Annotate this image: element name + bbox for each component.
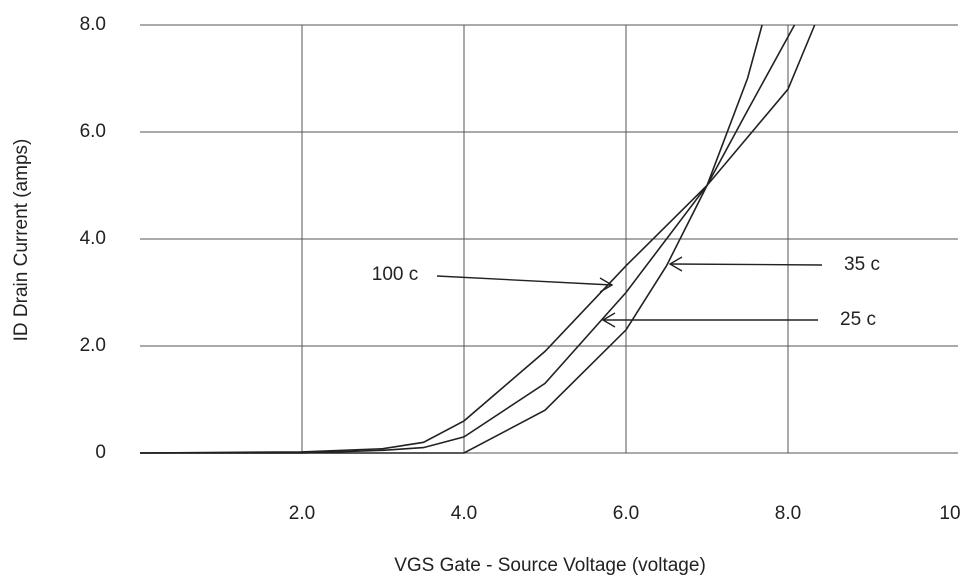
chart: VGS Gate - Source Voltage (voltage) ID D… xyxy=(0,0,974,582)
y-tick-label: 0 xyxy=(95,442,106,463)
series-label: 35 c xyxy=(844,254,880,275)
callout-arrow xyxy=(437,276,612,285)
x-axis-label: VGS Gate - Source Voltage (voltage) xyxy=(394,555,706,576)
x-tick-label: 10 xyxy=(939,503,960,524)
x-tick-label: 8.0 xyxy=(775,503,801,524)
x-tick-label: 6.0 xyxy=(613,503,639,524)
y-tick-label: 2.0 xyxy=(80,335,106,356)
y-axis-label: ID Drain Current (amps) xyxy=(11,139,32,342)
series-label: 100 c xyxy=(372,264,418,285)
series-label: 25 c xyxy=(840,309,876,330)
y-tick-label: 8.0 xyxy=(80,14,106,35)
y-tick-label: 4.0 xyxy=(80,228,106,249)
x-tick-label: 4.0 xyxy=(451,503,477,524)
y-tick-label: 6.0 xyxy=(80,121,106,142)
callout-arrow xyxy=(670,264,822,265)
x-tick-label: 2.0 xyxy=(289,503,315,524)
